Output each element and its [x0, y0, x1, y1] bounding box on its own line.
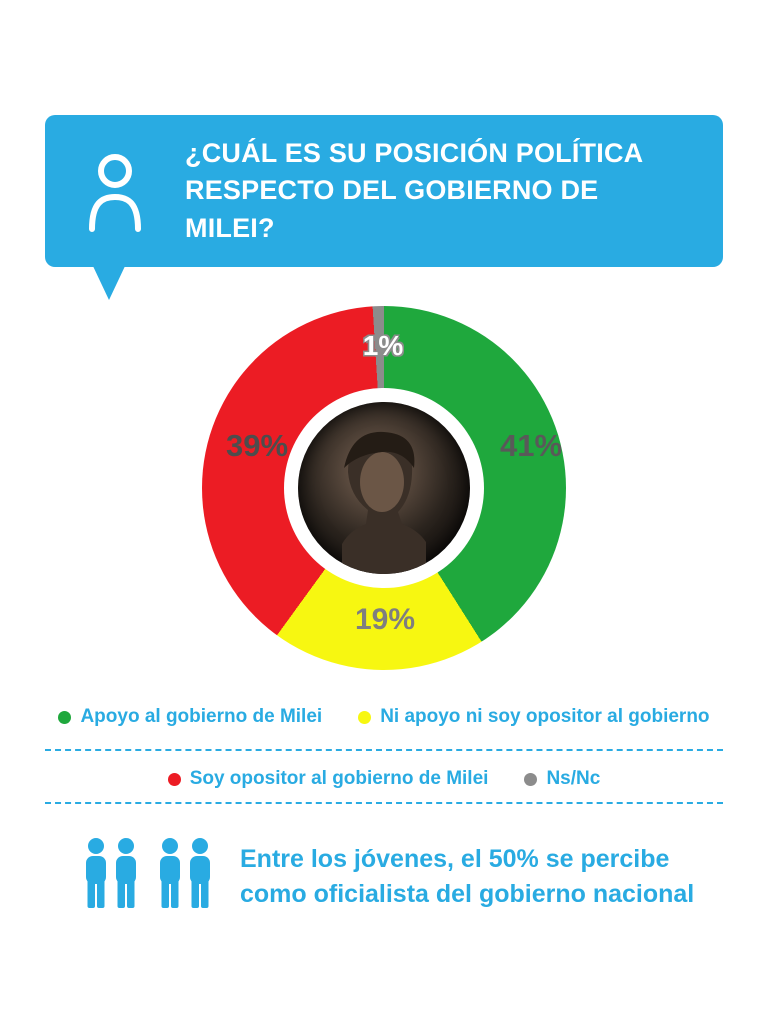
legend-dot-yellow — [358, 710, 372, 724]
footer-text: Entre los jóvenes, el 50% se percibe com… — [240, 844, 695, 908]
legend-item-neutral: Ni apoyo ni soy opositor al gobierno — [358, 706, 710, 728]
speech-bubble-pointer — [92, 264, 126, 300]
footer-callout: Entre los jóvenes, el 50% se percibe com… — [82, 838, 698, 915]
legend-item-opositor: Soy opositor al gobierno de Milei — [167, 768, 489, 790]
legend-label: Ni apoyo ni soy opositor al gobierno — [380, 706, 710, 727]
pie-chart — [202, 306, 566, 670]
slice-label-opositor: 39% — [225, 428, 289, 463]
legend-label: Soy opositor al gobierno de Milei — [189, 768, 489, 789]
slice-label-neutral: 19% — [354, 603, 416, 636]
dashed-divider — [45, 802, 723, 804]
legend-label: Ns/Nc — [546, 768, 601, 789]
legend-dot-green — [58, 710, 72, 724]
legend-row-1: Apoyo al gobierno de Milei Ni apoyo ni s… — [0, 706, 768, 728]
slice-label-nsnc: 1% — [362, 330, 404, 361]
legend-row-2: Soy opositor al gobierno de Milei Ns/Nc — [0, 768, 768, 790]
milei-photo — [298, 402, 470, 574]
legend-item-nsnc: Ns/Nc — [524, 768, 600, 790]
slice-label-apoyo: 41% — [499, 428, 563, 463]
legend-dot-gray — [524, 772, 538, 786]
legend-item-apoyo: Apoyo al gobierno de Milei — [58, 706, 322, 728]
people-group-icon — [82, 838, 214, 915]
dashed-divider — [45, 749, 723, 751]
question-header: ¿CUÁL ES SU POSICIÓN POLÍTICA RESPECTO D… — [45, 115, 723, 267]
legend-label: Apoyo al gobierno de Milei — [80, 706, 323, 727]
person-outline-icon — [45, 145, 185, 237]
question-title: ¿CUÁL ES SU POSICIÓN POLÍTICA RESPECTO D… — [185, 138, 643, 243]
legend-dot-red — [167, 772, 181, 786]
